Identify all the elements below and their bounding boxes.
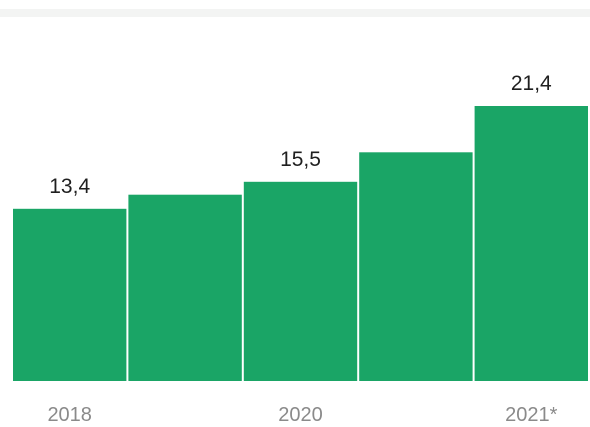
x-tick-label: 2020 <box>278 404 323 426</box>
data-label: 21,4 <box>511 72 552 95</box>
data-label: 13,4 <box>49 175 90 198</box>
bar-2021 <box>359 152 473 381</box>
bar-2021 <box>474 106 588 381</box>
tick-labels-group: 2018 2020 2021* <box>47 404 557 426</box>
bar-2018 <box>13 208 127 381</box>
data-label: 15,5 <box>280 148 321 171</box>
bar-2019 <box>128 194 242 381</box>
bars-group <box>13 106 588 381</box>
x-tick-label: 2018 <box>47 404 92 426</box>
top-rule <box>0 9 590 17</box>
bar-2020 <box>243 181 358 381</box>
data-labels-group: 13,4 15,5 21,4 <box>49 72 552 198</box>
x-tick-label: 2021* <box>505 404 557 426</box>
